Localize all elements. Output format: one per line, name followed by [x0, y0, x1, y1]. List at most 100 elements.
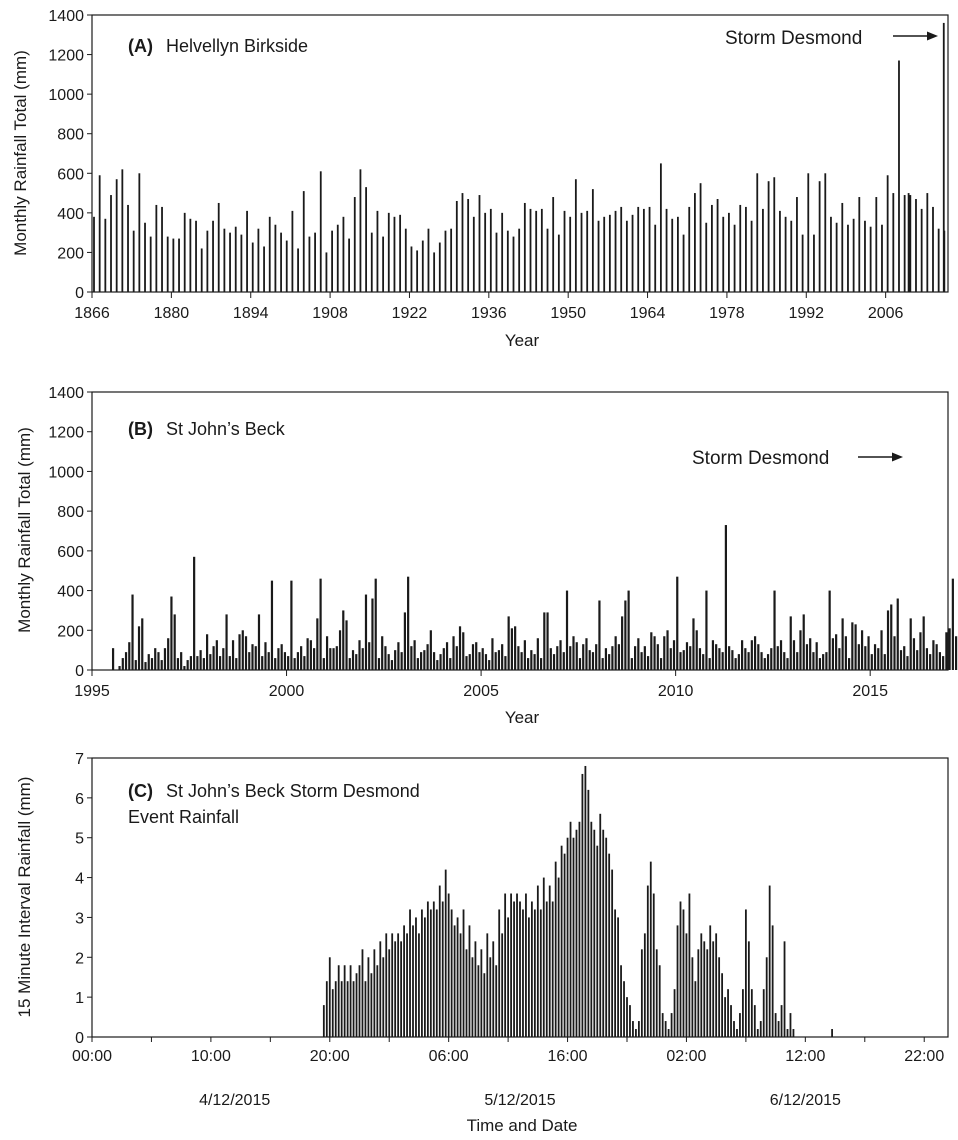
panel-c-bar [412, 925, 414, 1037]
panel-c-xtick-label: 22:00 [904, 1048, 944, 1065]
panel-c-bar [388, 949, 391, 1037]
panel-a-bar [813, 234, 815, 292]
panel-a-bar [750, 220, 753, 292]
panel-a-xtick-label: 1978 [709, 305, 745, 322]
panel-a-xtick-label: 2006 [868, 305, 904, 322]
panel-b-bar [601, 658, 604, 670]
panel-c-bar [539, 909, 542, 1037]
panel-a-bar [121, 169, 124, 292]
panel-c-bar [789, 1013, 792, 1037]
panel-b-bar [724, 525, 727, 670]
panel-b-bar [575, 642, 578, 670]
panel-c-bar [626, 997, 628, 1037]
panel-c-bar [489, 957, 492, 1037]
panel-a-bar [433, 252, 436, 292]
panel-b-bar [244, 636, 248, 670]
panel-c-bar [670, 1013, 673, 1037]
panel-b-bar [267, 652, 270, 670]
panel-a-bar [212, 220, 214, 292]
panel-c-bar [632, 1021, 634, 1037]
panel-b-bar [585, 638, 588, 670]
panel-c-bar [498, 909, 501, 1037]
panel-a-letter: (A) [128, 36, 153, 56]
panel-b-bar [877, 648, 880, 670]
panel-a-bar [342, 216, 345, 292]
panel-a-bar [869, 226, 872, 292]
panel-c-bar [444, 869, 447, 1037]
panel-c-bar [334, 981, 337, 1037]
panel-c-bar [400, 941, 403, 1037]
panel-b-bar [640, 652, 643, 670]
panel-a-bar [484, 212, 487, 292]
panel-a-bar [427, 228, 430, 292]
panel-c-bar [611, 869, 614, 1037]
panel-b-bar [792, 640, 796, 670]
panel-c-bar [569, 821, 572, 1037]
panel-b-bar [637, 638, 640, 670]
panel-b-bar [167, 638, 170, 670]
panel-a-bar [229, 232, 231, 292]
panel-c-bar [533, 909, 536, 1037]
panel-a-bar [268, 216, 271, 292]
panel-c-bar [753, 1005, 756, 1037]
panel-b-bar [942, 656, 945, 670]
panel-b-bar [163, 648, 167, 670]
panel-a-bar [489, 208, 492, 292]
panel-b-bar [692, 618, 695, 670]
panel-a-bar [886, 175, 889, 292]
panel-b-bar [527, 658, 530, 670]
panel-a-bar [915, 199, 917, 292]
panel-c-chart: (C) St John’s Beck Storm Desmond Event R… [15, 751, 949, 1135]
panel-a-bar [110, 195, 112, 292]
panel-b-bar [420, 652, 423, 670]
panel-a-bar [620, 206, 623, 292]
panel-c-date-label: 4/12/2015 [199, 1092, 270, 1109]
panel-b-bar [854, 624, 857, 670]
panel-b-bar [481, 648, 484, 670]
panel-a-bar [223, 228, 226, 292]
panel-b-bar [864, 646, 867, 670]
panel-c-bar [652, 893, 655, 1037]
panel-b-bar [621, 616, 624, 670]
panel-a-bar [506, 230, 509, 292]
panel-c-letter: (C) [128, 781, 153, 801]
panel-b-bar [549, 648, 552, 670]
panel-a-bar [688, 206, 691, 292]
panel-b-bar [627, 590, 630, 670]
panel-c-bar [406, 933, 408, 1037]
panel-b-bar [287, 656, 290, 670]
panel-c-bar [750, 989, 753, 1037]
panel-b-bar [300, 646, 303, 670]
panel-a-bar [942, 22, 945, 293]
panel-c-bar [468, 925, 471, 1037]
panel-b-bar [698, 648, 702, 670]
panel-c-bar [646, 885, 649, 1037]
panel-b-bar [546, 612, 549, 670]
panel-b-bar [634, 646, 637, 670]
panel-b-bar [364, 594, 368, 670]
panel-b-bar [741, 640, 744, 670]
panel-a-bar [881, 224, 883, 292]
panel-a-bar [903, 195, 906, 292]
panel-b-bar [351, 650, 355, 670]
panel-c-bar [682, 909, 685, 1037]
panel-a-bar [597, 220, 600, 292]
panel-c-bar [643, 933, 646, 1037]
panel-b-bar [838, 648, 841, 670]
panel-a-annotation-arrow-head [927, 31, 938, 41]
panel-c-ytick-label: 7 [75, 751, 84, 768]
panel-c-bar [635, 1029, 637, 1037]
panel-c-bar [575, 829, 578, 1037]
panel-a-bar [767, 181, 770, 292]
panel-c-xtick-label: 00:00 [72, 1048, 112, 1065]
panel-a-bar [319, 171, 322, 292]
panel-b-bar [170, 596, 173, 670]
panel-b-bar [844, 636, 847, 670]
panel-c-bar [394, 941, 397, 1037]
panel-a-bar [608, 214, 611, 292]
panel-b-bar [274, 658, 277, 670]
panel-a-ytick-label: 0 [75, 285, 84, 302]
panel-c-bar [572, 837, 575, 1037]
panel-a-bar [246, 210, 248, 292]
